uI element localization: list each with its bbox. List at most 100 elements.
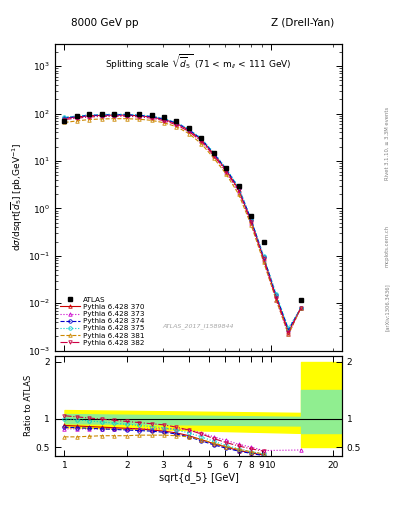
Pythia 6.428 375 [100,111,105,117]
Pythia 6.428 370 [87,113,92,119]
Pythia 6.428 370 [187,127,191,133]
Pythia 6.428 375 [87,112,92,118]
Pythia 6.428 381 [261,259,266,265]
Pythia 6.428 381 [187,131,191,137]
Text: ATLAS_2017_I1589844: ATLAS_2017_I1589844 [163,324,234,329]
Pythia 6.428 382 [249,219,253,225]
Y-axis label: d$\sigma$/dsqrt[$\overline{d}_5$] [pb,GeV$^{-1}$]: d$\sigma$/dsqrt[$\overline{d}_5$] [pb,Ge… [10,143,25,251]
Pythia 6.428 373 [211,153,216,159]
ATLAS [187,125,191,131]
Pythia 6.428 373 [87,113,92,119]
Pythia 6.428 381 [174,123,179,130]
Pythia 6.428 373 [137,113,141,119]
Pythia 6.428 374 [174,120,179,126]
Pythia 6.428 382 [224,168,229,175]
Text: Splitting scale $\sqrt{\overline{d}_5}$ (71 < m$_{ll}$ < 111 GeV): Splitting scale $\sqrt{\overline{d}_5}$ … [105,53,292,72]
Pythia 6.428 381 [62,119,67,125]
Pythia 6.428 381 [149,117,154,123]
Pythia 6.428 370 [236,186,241,193]
Pythia 6.428 370 [174,120,179,126]
Pythia 6.428 381 [75,118,79,124]
Line: Pythia 6.428 374: Pythia 6.428 374 [63,113,303,331]
Pythia 6.428 370 [261,255,266,261]
Pythia 6.428 373 [112,113,117,119]
X-axis label: sqrt{d_5} [GeV]: sqrt{d_5} [GeV] [158,472,239,483]
Pythia 6.428 373 [199,138,204,144]
Pythia 6.428 373 [249,220,253,226]
Line: Pythia 6.428 382: Pythia 6.428 382 [63,115,303,334]
ATLAS [137,111,141,117]
Line: ATLAS: ATLAS [62,111,303,302]
ATLAS [149,112,154,118]
Text: mcplots.cern.ch: mcplots.cern.ch [385,225,389,267]
Pythia 6.428 373 [100,113,105,119]
ATLAS [75,113,79,119]
Pythia 6.428 370 [124,112,129,118]
Pythia 6.428 375 [75,113,79,119]
Y-axis label: Ratio to ATLAS: Ratio to ATLAS [24,375,33,436]
Pythia 6.428 381 [124,116,129,122]
Pythia 6.428 375 [261,253,266,259]
Pythia 6.428 381 [211,155,216,161]
ATLAS [87,111,92,117]
Pythia 6.428 382 [149,115,154,121]
Pythia 6.428 370 [137,113,141,119]
Pythia 6.428 373 [149,114,154,120]
Pythia 6.428 375 [236,184,241,190]
ATLAS [199,135,204,141]
Pythia 6.428 373 [224,168,229,175]
Text: 8000 GeV pp: 8000 GeV pp [71,18,138,28]
Pythia 6.428 373 [261,258,266,264]
Pythia 6.428 382 [75,115,79,121]
Pythia 6.428 382 [137,114,141,120]
Pythia 6.428 373 [75,114,79,120]
Pythia 6.428 370 [100,112,105,118]
Pythia 6.428 375 [249,216,253,222]
Pythia 6.428 370 [112,112,117,118]
Pythia 6.428 370 [162,116,166,122]
Pythia 6.428 374 [274,292,278,298]
Pythia 6.428 374 [286,327,291,333]
Pythia 6.428 382 [124,113,129,119]
ATLAS [62,118,67,124]
Line: Pythia 6.428 381: Pythia 6.428 381 [63,117,303,336]
Pythia 6.428 370 [75,114,79,120]
Pythia 6.428 381 [299,305,303,311]
Pythia 6.428 374 [75,113,79,119]
Pythia 6.428 374 [224,166,229,172]
Pythia 6.428 381 [274,296,278,303]
Pythia 6.428 375 [149,113,154,119]
Pythia 6.428 374 [299,305,303,311]
Pythia 6.428 381 [112,116,117,122]
ATLAS [299,296,303,303]
ATLAS [124,111,129,117]
Pythia 6.428 374 [87,112,92,118]
Pythia 6.428 374 [124,112,129,118]
ATLAS [236,183,241,189]
Pythia 6.428 382 [162,118,166,124]
Pythia 6.428 374 [249,217,253,223]
Pythia 6.428 373 [236,189,241,195]
Pythia 6.428 381 [236,191,241,197]
ATLAS [174,118,179,124]
Pythia 6.428 382 [187,129,191,135]
Pythia 6.428 375 [137,112,141,118]
Pythia 6.428 374 [149,113,154,119]
Text: Rivet 3.1.10, ≥ 3.3M events: Rivet 3.1.10, ≥ 3.3M events [385,106,389,180]
Pythia 6.428 374 [162,116,166,122]
ATLAS [112,111,117,117]
Pythia 6.428 374 [211,151,216,157]
Pythia 6.428 382 [62,116,67,122]
Pythia 6.428 374 [100,112,105,118]
Pythia 6.428 382 [112,113,117,119]
ATLAS [261,239,266,245]
Pythia 6.428 373 [187,128,191,134]
Pythia 6.428 373 [274,296,278,303]
Pythia 6.428 381 [100,116,105,122]
Pythia 6.428 381 [224,171,229,177]
Pythia 6.428 373 [162,117,166,123]
Pythia 6.428 382 [299,305,303,311]
ATLAS [211,150,216,156]
Pythia 6.428 382 [87,114,92,120]
Pythia 6.428 375 [299,305,303,311]
